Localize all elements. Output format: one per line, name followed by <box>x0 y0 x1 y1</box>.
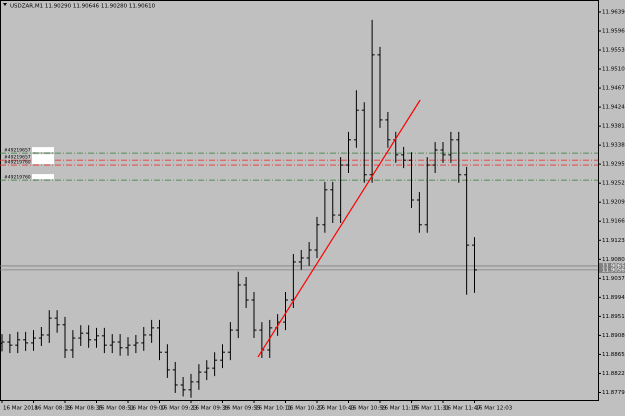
x-tick-label: 16 Mar 09:39 <box>192 406 229 412</box>
x-tick-label: 16 Mar 12:03 <box>476 406 513 412</box>
x-tick-label: 16 Mar 08:51 <box>98 406 135 412</box>
price-label: 11.90560 <box>602 267 625 273</box>
y-tick-label: 11.94240 <box>602 105 625 111</box>
order-level-label: #49219760 sl <box>4 160 36 166</box>
y-tick-label: 11.89510 <box>602 314 625 320</box>
x-tick-label: 16 Mar 10:43 <box>318 406 355 412</box>
plot-frame <box>0 0 599 401</box>
chart-title: USDZAR,M1 11.90290 11.90646 11.90280 11.… <box>10 4 156 10</box>
x-tick-label: 16 Mar 11:15 <box>381 406 418 412</box>
y-tick-label: 11.93810 <box>602 124 625 130</box>
y-tick-label: 11.94670 <box>602 86 625 92</box>
redaction <box>32 154 54 160</box>
order-level-label: #49219657 tp <box>4 148 37 154</box>
price-box <box>599 262 625 269</box>
price-box <box>599 266 625 273</box>
y-tick-label: 11.88650 <box>602 352 625 358</box>
x-tick-label: 16 Mar 09:55 <box>224 406 261 412</box>
y-tick-label: 11.88220 <box>602 371 625 377</box>
x-tick-label: 16 Mar 09:23 <box>161 406 198 412</box>
price-label: 11.90650 <box>602 263 625 269</box>
title-arrow <box>3 3 7 6</box>
order-level-label: #49219657 sl <box>4 155 36 161</box>
y-tick-label: 11.92950 <box>602 162 625 168</box>
y-tick-label: 11.90800 <box>602 257 625 263</box>
redaction <box>32 159 54 165</box>
x-tick-label: 16 Mar 10:27 <box>287 406 324 412</box>
y-tick-label: 11.92090 <box>602 200 625 206</box>
x-tick-label: 16 Mar 2018 <box>3 406 38 412</box>
y-tick-label: 11.91230 <box>602 238 625 244</box>
y-tick-label: 11.89080 <box>602 333 625 339</box>
x-tick-label: 16 Mar 10:59 <box>350 406 387 412</box>
x-tick-label: 16 Mar 09:07 <box>129 406 166 412</box>
y-tick-label: 11.89940 <box>602 295 625 301</box>
y-tick-label: 11.92520 <box>602 181 625 187</box>
y-tick-label: 11.87790 <box>602 390 625 396</box>
y-tick-label: 11.90370 <box>602 276 625 282</box>
y-tick-label: 11.95100 <box>602 67 625 73</box>
y-tick-label: 11.91660 <box>602 219 625 225</box>
y-tick-label: 11.93380 <box>602 143 625 149</box>
x-tick-label: 16 Mar 11:31 <box>413 406 450 412</box>
y-tick-label: 11.96390 <box>602 9 625 15</box>
x-tick-label: 16 Mar 10:11 <box>255 406 292 412</box>
x-tick-label: 16 Mar 11:47 <box>444 406 481 412</box>
x-tick-label: 16 Mar 08:35 <box>66 406 103 412</box>
trendline <box>257 99 421 358</box>
x-tick-label: 16 Mar 08:19 <box>35 406 72 412</box>
redaction <box>32 174 54 180</box>
redaction <box>32 147 54 153</box>
y-tick-label: 11.95960 <box>602 28 625 34</box>
y-tick-label: 11.95530 <box>602 48 625 54</box>
order-level-label: #49219760 tp <box>4 175 37 181</box>
